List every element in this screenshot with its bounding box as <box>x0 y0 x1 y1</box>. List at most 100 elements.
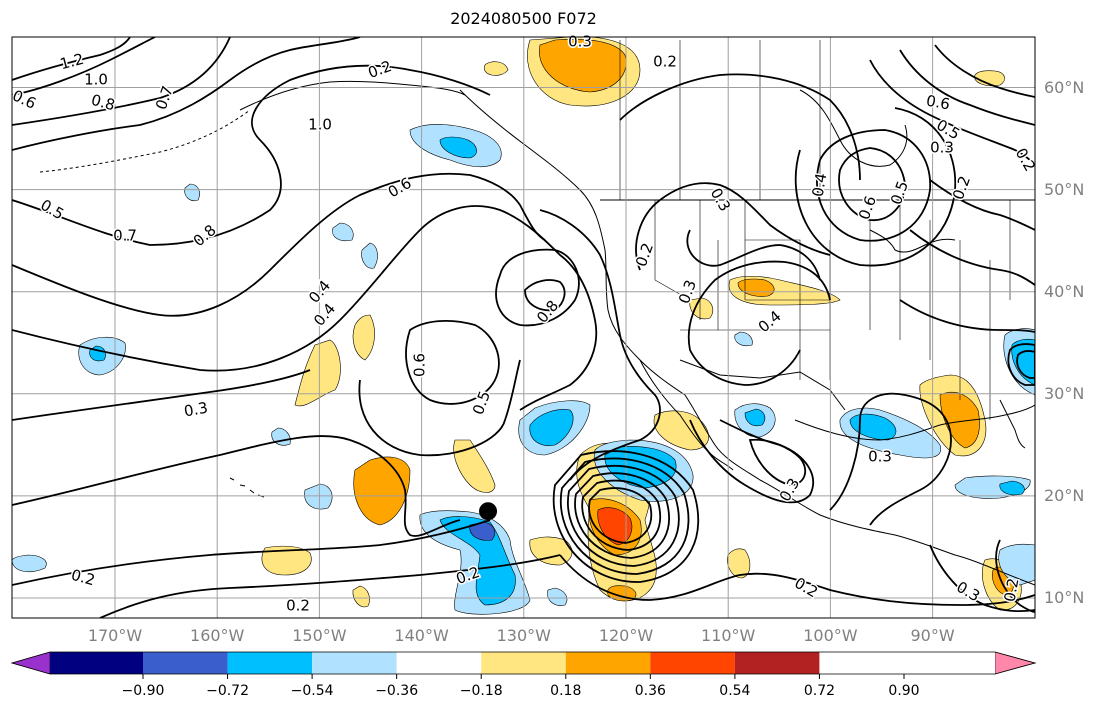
negative-anomaly-area <box>12 554 47 573</box>
contour-line <box>1007 343 1035 386</box>
contour-label: 0.8 <box>190 221 220 250</box>
colorbar <box>10 651 1037 679</box>
negative-anomaly-area <box>849 413 897 441</box>
colorbar-segment <box>565 652 651 674</box>
contour-line <box>559 457 690 575</box>
hudson-bay-coast <box>799 89 908 167</box>
positive-anomaly-area <box>294 339 341 407</box>
contour-line <box>588 487 653 544</box>
negative-anomaly-area <box>439 136 477 159</box>
contour-line <box>899 299 1035 333</box>
negative-anomaly-area <box>469 521 496 541</box>
contour-label: 0.6 <box>411 353 429 377</box>
positive-anomaly-area <box>261 545 312 576</box>
contour-line <box>12 369 311 421</box>
longitude-label: 130°W <box>496 626 551 645</box>
negative-anomaly-area <box>999 480 1025 496</box>
contour-line <box>619 73 861 181</box>
colorbar-segment <box>227 652 313 674</box>
longitude-label: 120°W <box>598 626 654 645</box>
contour-line <box>552 450 700 583</box>
contour-line <box>574 472 670 559</box>
contour-line <box>686 229 821 281</box>
positive-anomaly-area <box>653 410 709 451</box>
latitude-label: 30°N <box>1044 383 1085 403</box>
negative-anomaly-area <box>361 242 378 269</box>
negative-anomaly-area <box>744 408 766 427</box>
colorbar-tick-label: 0.90 <box>888 683 920 699</box>
negative-anomaly-area <box>529 409 574 446</box>
contour-line <box>869 59 1035 166</box>
longitude-label: 150°W <box>292 626 347 645</box>
contour-line <box>838 147 906 221</box>
positive-anomaly-area <box>352 585 370 608</box>
baja-california-coastline <box>639 359 734 471</box>
longitude-label: 90°W <box>910 626 955 645</box>
longitude-label: 100°W <box>803 626 858 645</box>
contour-line <box>748 438 807 486</box>
positive-anomaly-area <box>597 507 633 546</box>
contour-label: 0.2 <box>366 57 395 82</box>
contour-line <box>909 229 1035 286</box>
positive-anomaly-area <box>607 585 637 602</box>
colorbar-segment <box>312 652 397 674</box>
contour-line <box>995 539 1035 613</box>
hawaii-islands <box>229 477 265 498</box>
contour-line <box>12 435 461 537</box>
map-frame <box>11 36 1036 619</box>
longitude-label: 160°W <box>190 626 245 645</box>
contour-label: 1.0 <box>308 116 332 134</box>
alaska-coastline <box>239 80 466 111</box>
contour-label: 0.4 <box>809 172 831 199</box>
colorbar-outline <box>10 651 1037 675</box>
latitude-label: 60°N <box>1044 77 1085 97</box>
great-lakes <box>869 229 956 253</box>
contour-layer <box>12 37 1035 618</box>
contour-line <box>495 248 580 327</box>
contour-line <box>929 544 1035 613</box>
positive-anomaly-area <box>689 297 714 320</box>
colorbar-tick-label: −0.72 <box>206 683 249 699</box>
canada-province-boundary <box>619 40 821 200</box>
longitude-label: 170°W <box>87 626 143 645</box>
colorbar-tick-label: −0.90 <box>121 683 165 699</box>
contour-line <box>794 107 957 267</box>
latitude-label: 20°N <box>1044 485 1085 505</box>
negative-anomaly-area <box>734 331 753 347</box>
contour-label: 0.5 <box>37 196 67 224</box>
colorbar-segment <box>396 652 482 674</box>
colorbar-segment <box>650 652 735 674</box>
contour-line <box>559 554 1035 606</box>
negative-anomaly-area <box>184 183 200 201</box>
colorbar-tick-label: 0.72 <box>803 683 836 699</box>
contour-label: 0.2 <box>949 174 974 203</box>
colorbar-tick-label: −0.54 <box>290 683 334 699</box>
latitude-label: 10°N <box>1044 588 1085 607</box>
colorbar-tick-label: −0.18 <box>459 683 503 699</box>
contour-label: 0.6 <box>855 194 880 223</box>
contour-label: 0.3 <box>568 33 592 51</box>
latitude-label: 40°N <box>1044 281 1085 301</box>
contour-line <box>687 260 831 386</box>
colorbar-segment <box>50 652 143 674</box>
contour-line <box>635 182 831 271</box>
contour-line <box>1016 350 1035 379</box>
north-america-coastline <box>459 89 1035 586</box>
negative-anomaly-area <box>332 222 354 242</box>
contour-line <box>567 465 680 567</box>
contour-label: 0.2 <box>791 574 821 602</box>
longitude-label: 110°W <box>701 626 756 645</box>
latitude-label: 50°N <box>1044 179 1085 199</box>
contour-labels: 1.21.00.6 0.8 0.70.21.00.50.7 0.80.60.40.30… <box>8 31 1041 616</box>
contour-line <box>929 179 1035 231</box>
longitude-label: 140°W <box>394 626 449 645</box>
colorbar-tick-label: −0.36 <box>375 683 419 699</box>
colorbar-extend-max <box>994 651 1037 675</box>
colorbar-tick-label: 0.54 <box>719 683 751 699</box>
positive-anomaly-area <box>539 39 627 93</box>
contour-line <box>539 209 661 481</box>
colorbar-segment <box>819 652 904 674</box>
contour-label: 0.8 <box>89 91 117 115</box>
contour-label: 1.0 <box>84 71 108 89</box>
